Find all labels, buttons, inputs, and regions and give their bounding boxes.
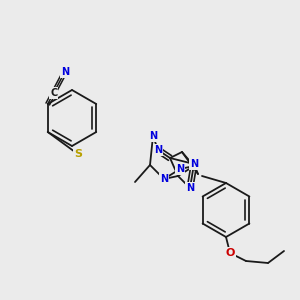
Text: O: O xyxy=(225,248,235,258)
Text: C: C xyxy=(50,88,57,98)
Text: S: S xyxy=(74,149,82,159)
Text: N: N xyxy=(190,159,198,169)
Text: N: N xyxy=(186,183,194,193)
Text: N: N xyxy=(61,67,69,77)
Text: N: N xyxy=(154,145,162,155)
Text: N: N xyxy=(160,174,168,184)
Text: N: N xyxy=(176,164,184,174)
Text: N: N xyxy=(149,131,157,141)
